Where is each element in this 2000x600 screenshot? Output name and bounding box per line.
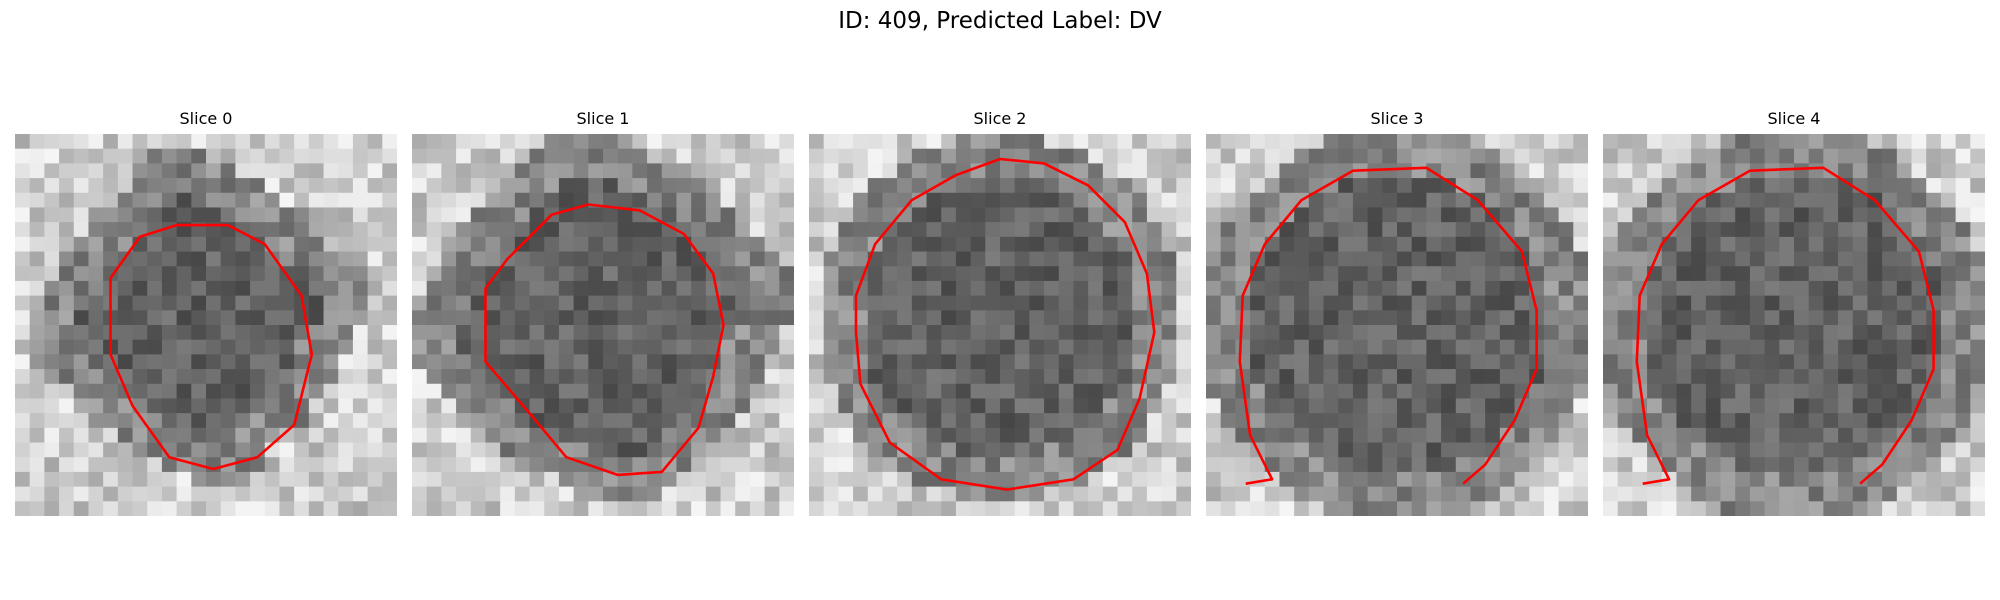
- slice-panel-1: Slice 1: [412, 108, 794, 516]
- slice-image-1: [412, 134, 794, 516]
- segmentation-contour-0: [109, 223, 314, 471]
- slice-panel-3: Slice 3: [1206, 108, 1588, 516]
- slice-image-3: [1206, 134, 1588, 516]
- segmentation-contour-1: [484, 203, 725, 477]
- slice-title-1: Slice 1: [576, 109, 630, 128]
- slice-title-4: Slice 4: [1767, 109, 1821, 128]
- slice-image-4: [1603, 134, 1985, 516]
- segmentation-contour-4: [1635, 166, 1935, 485]
- figure-title: ID: 409, Predicted Label: DV: [838, 8, 1162, 34]
- slice-panel-2: Slice 2: [809, 108, 1191, 516]
- slice-title-3: Slice 3: [1370, 109, 1424, 128]
- slice-panel-4: Slice 4: [1603, 108, 1985, 516]
- slice-image-0: [15, 134, 397, 516]
- slice-panel-0: Slice 0: [15, 108, 397, 516]
- slice-title-2: Slice 2: [973, 109, 1027, 128]
- segmentation-contour-3: [1238, 166, 1538, 485]
- slice-image-2: [809, 134, 1191, 516]
- slice-title-0: Slice 0: [179, 109, 233, 128]
- segmentation-contour-2: [854, 157, 1156, 491]
